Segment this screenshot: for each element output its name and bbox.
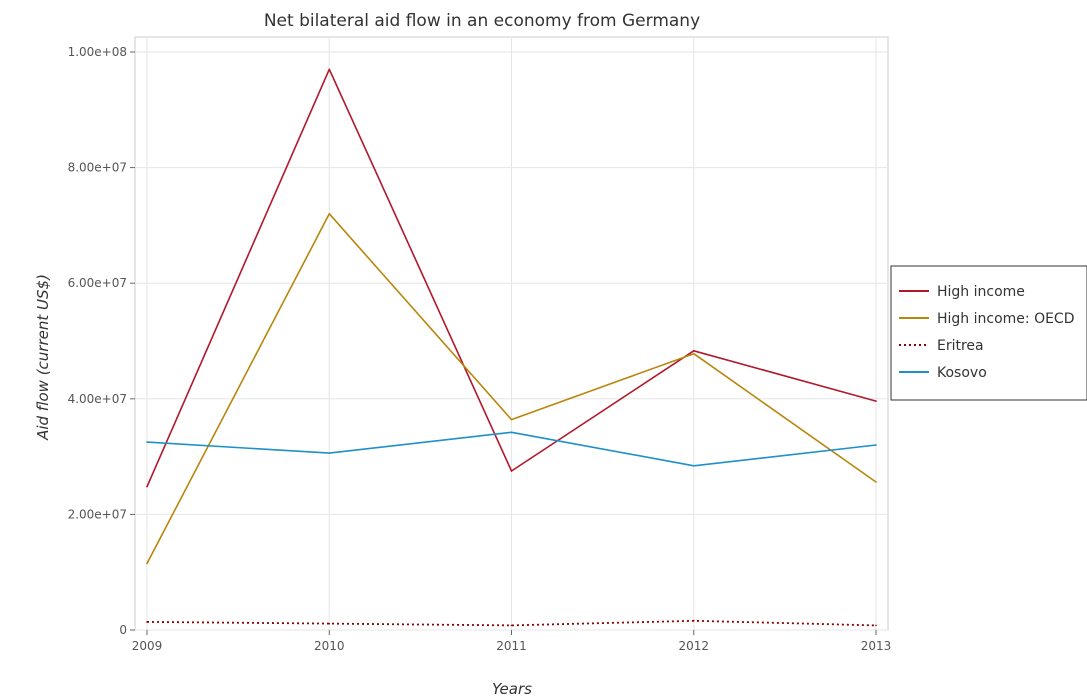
data-point (328, 213, 331, 215)
y-tick-label: 4.00e+07 (68, 392, 127, 406)
data-point (510, 418, 513, 421)
y-tick-label: 1.00e+08 (68, 45, 127, 59)
y-tick-label: 2.00e+07 (68, 507, 127, 521)
data-point (146, 621, 148, 623)
series-lines (146, 68, 877, 627)
data-point (875, 444, 877, 446)
x-tick-label: 2009 (132, 639, 163, 653)
x-tick-label: 2011 (496, 639, 527, 653)
x-tick-label: 2012 (678, 639, 709, 653)
series-line-eritrea (146, 619, 877, 627)
y-tick-label: 6.00e+07 (68, 276, 127, 290)
data-point (692, 350, 695, 352)
legend-label: Kosovo (937, 365, 987, 381)
legend-box (890, 265, 1087, 401)
x-tick-label: 2013 (861, 639, 892, 653)
legend-label: Eritrea (937, 338, 984, 354)
chart-title: Net bilateral aid flow in an economy fro… (264, 11, 700, 31)
data-point (875, 481, 877, 483)
data-point (692, 619, 695, 622)
data-point (510, 624, 513, 627)
legend-label: High income (937, 284, 1025, 300)
data-point (875, 624, 877, 627)
data-point (146, 485, 148, 488)
y-axis-label: Aid flow (current US$) (34, 274, 52, 441)
legend: High income High income: OECD Eritrea Kosov… (890, 265, 1087, 401)
data-point (146, 562, 148, 565)
data-point (875, 400, 877, 402)
data-point (328, 622, 331, 625)
data-point (328, 452, 331, 454)
data-point (328, 68, 331, 71)
y-tick-label: 8.00e+07 (68, 161, 127, 175)
data-point (692, 352, 695, 355)
y-axis-ticks: 0 2.00e+07 4.00e+07 6.00e+07 8.00e+07 1.00e+0… (68, 45, 135, 637)
x-tick-label: 2010 (314, 639, 345, 653)
y-tick-label: 0 (119, 623, 127, 637)
data-point (510, 470, 513, 472)
legend-label: High income: OECD (937, 311, 1075, 327)
data-point (692, 465, 695, 467)
gridlines (135, 37, 888, 631)
x-axis-ticks: 2009 2010 2011 2012 2013 (132, 630, 892, 653)
x-axis-label: Years (492, 680, 532, 698)
data-point (146, 441, 148, 443)
data-point (510, 431, 513, 434)
